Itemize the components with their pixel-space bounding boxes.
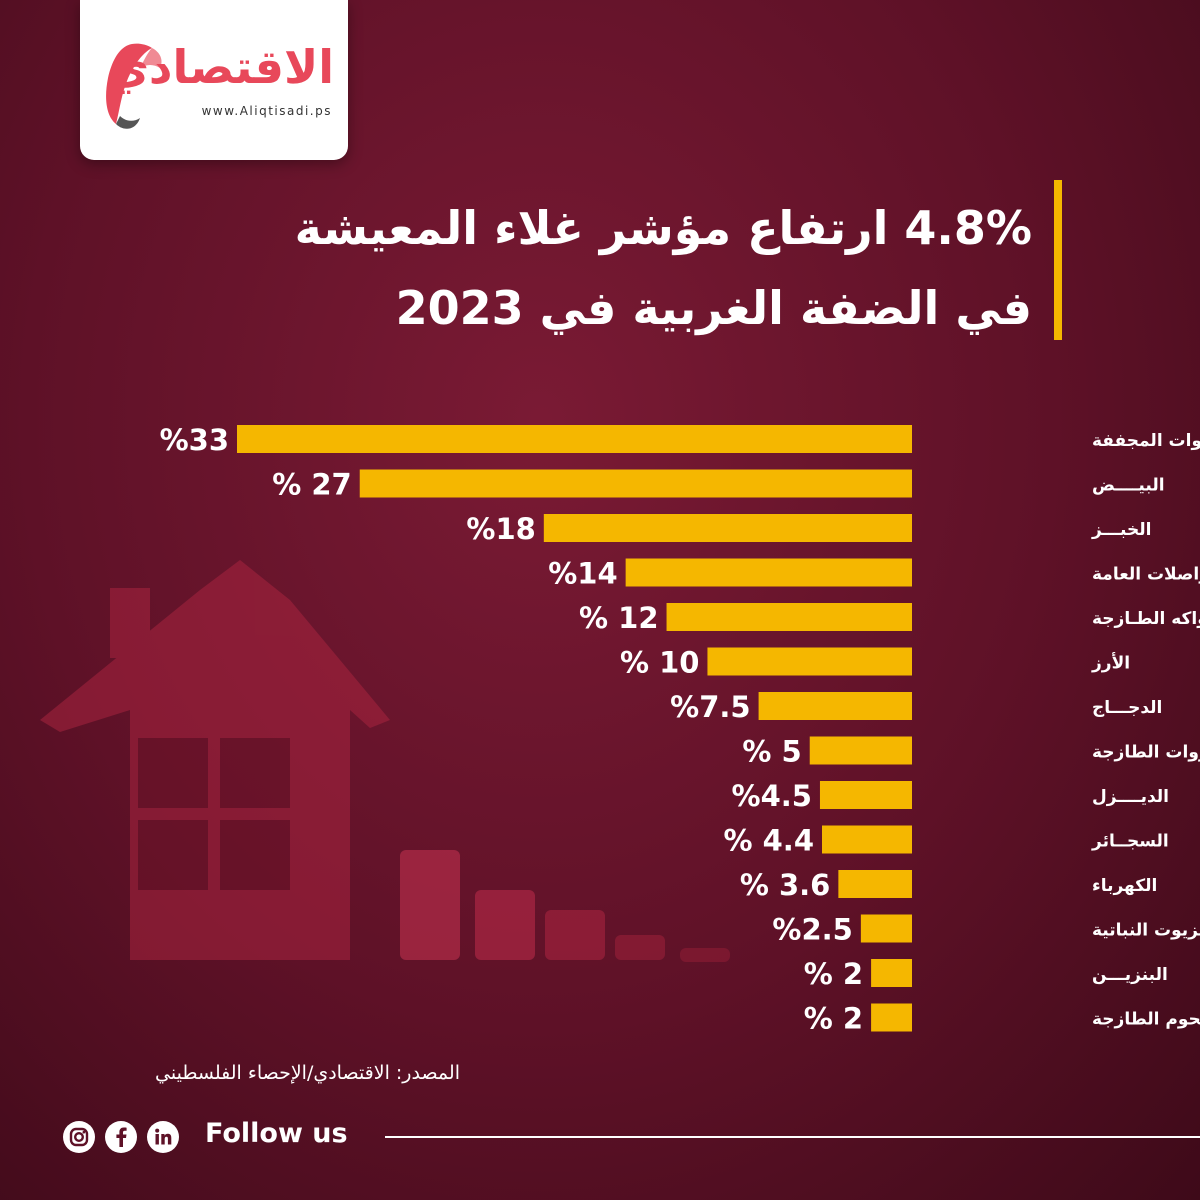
bar-value-label-7: % 5 — [742, 735, 801, 769]
bar-12 — [871, 959, 912, 987]
bar-value-label-13: % 2 — [804, 1002, 863, 1036]
category-label-4: الفواكه الطـازجة — [1092, 609, 1200, 629]
category-label-0: الخضروات المجففة — [1092, 431, 1200, 451]
category-label-9: السجــائر — [1091, 832, 1169, 852]
bar-value-label-2: %18 — [466, 512, 535, 546]
house-icon — [40, 560, 390, 960]
bar-value-label-3: %14 — [548, 557, 617, 591]
category-label-12: البنزيـــن — [1092, 965, 1168, 985]
bar-13 — [871, 1003, 912, 1032]
coins-icon — [400, 850, 730, 962]
linkedin-icon[interactable] — [146, 1120, 180, 1154]
category-label-10: الكهرباء — [1092, 876, 1157, 896]
title-line-2: في الضفة الغربية في 2023 — [395, 281, 1032, 335]
category-label-3: المواصلات العامة — [1092, 565, 1200, 585]
bar-6 — [758, 692, 912, 720]
bar-0 — [237, 425, 912, 453]
facebook-icon[interactable] — [104, 1120, 138, 1154]
bar-value-label-0: %33 — [160, 423, 229, 457]
bar-11 — [860, 914, 912, 943]
bar-value-label-4: % 12 — [579, 601, 659, 635]
bar-value-label-8: %4.5 — [732, 779, 812, 813]
logo-name: الاقتصادي — [106, 40, 335, 94]
category-label-6: الدجـــاج — [1092, 698, 1162, 718]
bar-2 — [543, 514, 912, 542]
logo-mark-icon — [106, 43, 162, 129]
bar-value-label-5: % 10 — [620, 646, 700, 680]
bar-3 — [625, 558, 912, 587]
category-label-8: الديــــزل — [1092, 787, 1169, 807]
bar-5 — [707, 647, 912, 676]
category-label-11: الزيوت النباتية — [1092, 921, 1200, 941]
bar-value-label-9: % 4.4 — [723, 824, 814, 858]
bar-value-label-6: %7.5 — [670, 690, 750, 724]
instagram-icon[interactable] — [62, 1120, 96, 1154]
logo-url: www.Aliqtisadi.ps — [201, 104, 332, 118]
source-note: المصدر: الاقتصادي/الإحصاء الفلسطيني — [155, 1062, 460, 1084]
bar-value-label-10: % 3.6 — [740, 868, 831, 902]
title-line-1: 4.8% ارتفاع مؤشر غلاء المعيشة — [294, 201, 1032, 255]
category-label-7: الخضروات الطازجة — [1092, 743, 1200, 763]
bar-9 — [822, 825, 912, 854]
bar-7 — [809, 736, 912, 765]
bar-1 — [359, 469, 912, 498]
category-label-13: اللحوم الطازجة — [1092, 1010, 1200, 1030]
category-label-1: البيــــض — [1092, 476, 1165, 496]
bar-4 — [666, 603, 912, 631]
category-label-2: الخبـــز — [1091, 520, 1151, 540]
bar-8 — [819, 781, 912, 809]
house-coins-illustration — [40, 560, 730, 962]
category-label-5: الأرز — [1091, 653, 1130, 674]
page-title: 4.8% ارتفاع مؤشر غلاء المعيشة في الضفة ا… — [272, 188, 1032, 348]
bar-value-label-1: % 27 — [272, 468, 352, 502]
bar-value-label-11: %2.5 — [772, 913, 852, 947]
follow-us-label: Follow us — [205, 1118, 348, 1149]
follow-divider — [385, 1136, 1200, 1138]
bar-10 — [838, 870, 912, 898]
logo-card: الاقتصادي www.Aliqtisadi.ps — [80, 0, 348, 160]
bar-value-label-12: % 2 — [804, 957, 863, 991]
title-accent-bar — [1054, 180, 1062, 340]
